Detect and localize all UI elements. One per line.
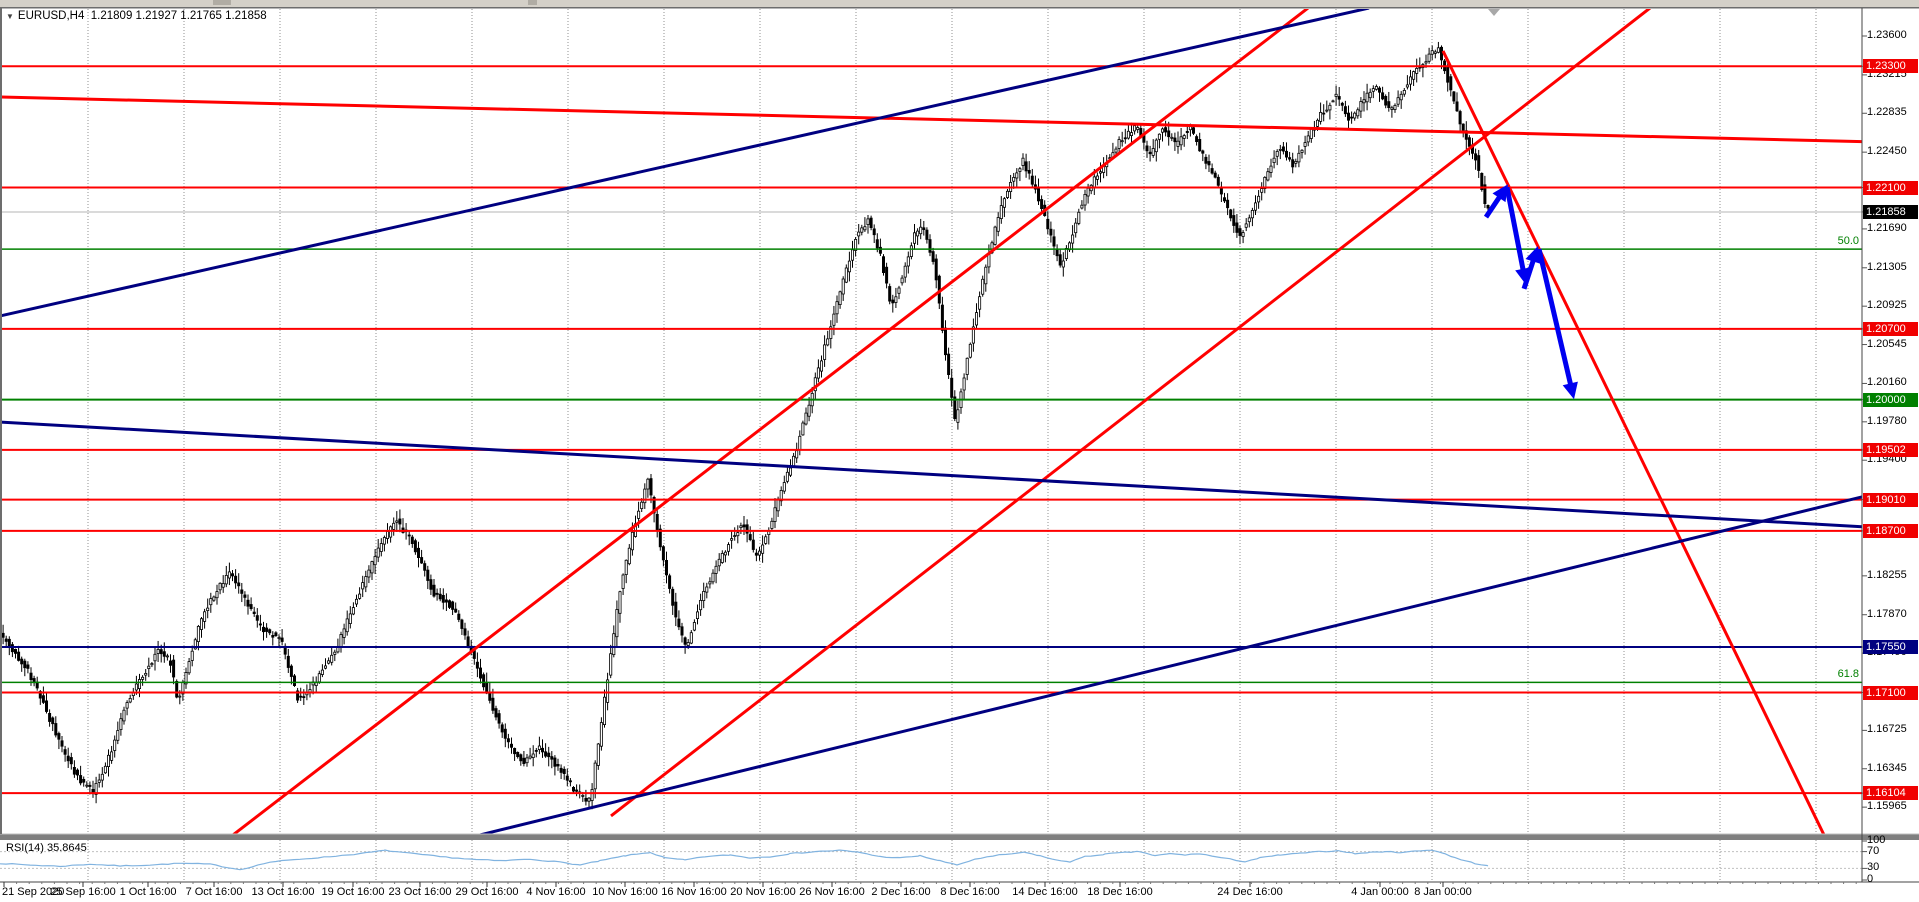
time-axis-label[interactable]: 14 Dec 16:00: [1012, 886, 1078, 898]
price-tick-label: 1.22835: [1867, 106, 1907, 119]
time-axis-label[interactable]: 7 Oct 16:00: [185, 886, 243, 898]
time-axis-label[interactable]: 4 Nov 16:00: [526, 886, 586, 898]
trendlines[interactable]: [0, 8, 1919, 835]
time-axis-label[interactable]: 8 Jan 00:00: [1414, 886, 1472, 898]
price-tick-label: 1.21690: [1867, 221, 1907, 234]
time-axis-label[interactable]: 20 Nov 16:00: [730, 886, 796, 898]
rsi-scale-label: 30: [1867, 861, 1880, 874]
fibonacci-level-label: 61.8: [1837, 668, 1859, 681]
price-level-label: 1.16104: [1863, 786, 1918, 801]
price-level-label: 1.23300: [1863, 59, 1918, 74]
price-tick-label: 1.22450: [1867, 145, 1907, 158]
time-axis-label[interactable]: 19 Oct 16:00: [321, 886, 385, 898]
time-axis-label[interactable]: 16 Nov 16:00: [661, 886, 727, 898]
time-axis-label[interactable]: 10 Nov 16:00: [592, 886, 658, 898]
chart-frame: [0, 7, 1919, 883]
chrome-mark: [528, 0, 537, 5]
vertical-gridlines: [87, 9, 1817, 881]
price-tick-label: 1.17870: [1867, 607, 1907, 620]
time-axis-label[interactable]: 4 Jan 00:00: [1351, 886, 1409, 898]
time-axis-label[interactable]: 26 Nov 16:00: [799, 886, 865, 898]
price-level-label: 1.22100: [1863, 180, 1918, 195]
time-axis-label[interactable]: 25 Sep 16:00: [50, 886, 116, 898]
price-tick-label: 1.16725: [1867, 723, 1907, 736]
time-axis-label[interactable]: 18 Dec 16:00: [1087, 886, 1153, 898]
price-tick-label: 1.20925: [1867, 299, 1907, 312]
price-level-label: 1.20000: [1863, 392, 1918, 407]
price-tick-label: 1.15965: [1867, 800, 1907, 813]
price-tick-label: 1.16345: [1867, 761, 1907, 774]
time-axis-label[interactable]: 21 Sep 2020: [2, 886, 65, 898]
symbol-ohlc-info[interactable]: ▼ EURUSD,H4 1.21809 1.21927 1.21765 1.218…: [6, 10, 267, 22]
time-axis-label[interactable]: 13 Oct 16:00: [251, 886, 315, 898]
axis-ticks: [3, 35, 1867, 887]
time-axis-label[interactable]: 29 Oct 16:00: [455, 886, 519, 898]
rsi-subwindow[interactable]: [0, 849, 1862, 871]
time-axis-label[interactable]: 23 Oct 16:00: [388, 886, 452, 898]
candles-layer: [1, 41, 1490, 810]
chevron-down-icon[interactable]: ▼: [6, 12, 14, 21]
price-level-label: 1.20700: [1863, 321, 1918, 336]
rsi-scale-label: 100: [1867, 834, 1886, 846]
ohlc-values: 1.21809 1.21927 1.21765 1.21858: [90, 10, 267, 22]
price-tick-label: 1.19780: [1867, 414, 1907, 427]
time-axis-label[interactable]: 2 Dec 16:00: [871, 886, 931, 898]
price-level-label: 1.18700: [1863, 523, 1918, 538]
fibonacci-level-label: 50.0: [1837, 235, 1859, 248]
chrome-mark: [213, 0, 231, 5]
horizontal-levels[interactable]: [0, 65, 1862, 795]
price-level-label: 1.17550: [1863, 640, 1918, 655]
price-tick-label: 1.21305: [1867, 260, 1907, 273]
forecast-arrows[interactable]: [1483, 184, 1578, 400]
symbol-name: EURUSD,H4: [17, 10, 85, 22]
time-axis-label[interactable]: 24 Dec 16:00: [1217, 886, 1283, 898]
price-level-label: 1.19010: [1863, 492, 1918, 507]
time-axis-label[interactable]: 8 Dec 16:00: [940, 886, 1000, 898]
price-tick-label: 1.20160: [1867, 376, 1907, 389]
rsi-scale-label: 0: [1867, 873, 1874, 885]
rsi-scale-label: 70: [1867, 844, 1880, 857]
price-level-label: 1.17100: [1863, 685, 1918, 700]
price-tick-label: 1.18255: [1867, 568, 1907, 581]
chart-shift-marker[interactable]: [1488, 9, 1500, 16]
time-axis-label[interactable]: 1 Oct 16:00: [119, 886, 177, 898]
price-level-label: 1.19502: [1863, 442, 1918, 457]
window-separator[interactable]: [0, 833, 1919, 840]
rsi-indicator-label: RSI(14) 35.8645: [6, 842, 87, 854]
price-tick-label: 1.23600: [1867, 29, 1907, 41]
price-level-label: 1.21858: [1863, 204, 1918, 219]
price-tick-label: 1.20545: [1867, 337, 1907, 350]
